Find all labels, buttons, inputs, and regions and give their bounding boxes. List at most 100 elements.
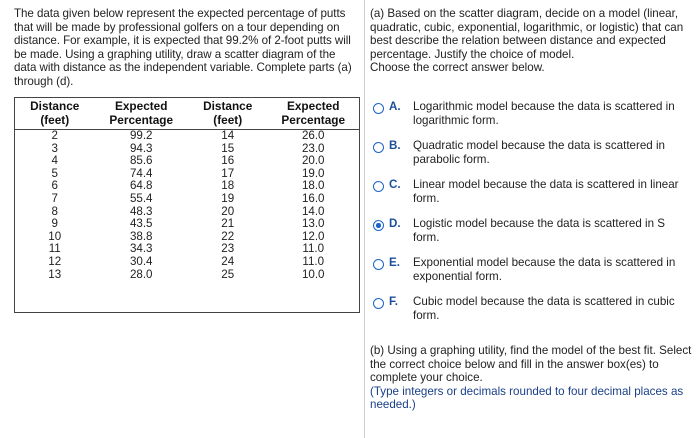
cell-expected-1: 85.6	[129, 154, 153, 168]
part-a-question-text: (a) Based on the scatter diagram, decide…	[370, 7, 684, 61]
right-panel: (a) Based on the scatter diagram, decide…	[370, 0, 696, 438]
cell-expected-1: 48.3	[129, 204, 153, 218]
cell-expected-1: 28.0	[129, 267, 153, 281]
cell-distance-1: 11	[48, 242, 61, 256]
left-panel: The data given below represent the expec…	[14, 7, 360, 313]
cell-distance-2: 18	[221, 179, 235, 193]
header-expected-1: Expected Percentage	[109, 99, 174, 127]
cell-distance-1: 5	[51, 166, 58, 180]
table-row: 7 55.4 19 16.0	[15, 191, 359, 206]
cell-distance-1: 9	[51, 217, 58, 231]
part-b-question-text: (b) Using a graphing utility, find the m…	[370, 344, 692, 385]
table-row: 2 99.2 14 26.0	[15, 129, 359, 143]
part-b-note: (Type integers or decimals rounded to fo…	[370, 384, 684, 412]
cell-expected-2: 14.0	[301, 204, 325, 218]
cell-distance-1: 6	[51, 179, 58, 193]
cell-expected-1: 99.2	[129, 129, 153, 142]
option-letter: E.	[389, 256, 400, 269]
table-row: 9 43.5 21 13.0	[15, 218, 359, 231]
data-table: Distance (feet) Expected Percentage Dist…	[15, 98, 359, 281]
data-table-container: Distance (feet) Expected Percentage Dist…	[14, 97, 360, 313]
cell-expected-2: 10.0	[301, 267, 325, 281]
option-a[interactable]: A. Logarithmic model because the data is …	[370, 98, 696, 137]
table-row: 12 30.4 24 11.0	[15, 254, 359, 269]
table-row: 3 94.3 15 23.0	[15, 141, 359, 156]
option-text: Linear model because the data is scatter…	[413, 178, 679, 205]
option-letter: C.	[389, 178, 401, 191]
cell-expected-1: 43.5	[129, 217, 153, 231]
option-text: Cubic model because the data is scattere…	[413, 295, 675, 322]
table-row: 10 38.8 22 12.0	[15, 229, 359, 244]
problem-intro: The data given below represent the expec…	[14, 7, 352, 88]
option-letter: F.	[389, 295, 399, 308]
table-row: 5 74.4 17 19.0	[15, 166, 359, 181]
option-b[interactable]: B. Quadratic model because the data is sc…	[370, 137, 696, 176]
answer-options: A. Logarithmic model because the data is …	[370, 98, 696, 332]
table-row: 8 48.3 20 14.0	[15, 204, 359, 219]
cell-distance-2: 25	[221, 267, 235, 281]
cell-expected-2: 11.0	[302, 242, 325, 256]
cell-distance-1: 3	[51, 141, 58, 155]
table-body: 2 99.2 14 26.0 3 94.3 15 23.0 4 85.6 16 20.0 5 74.4 17…	[15, 129, 359, 282]
cell-expected-2: 19.0	[301, 166, 325, 180]
table-row: 11 34.3 23 11.0	[15, 243, 359, 256]
table-header-row: Distance (feet) Expected Percentage Dist…	[15, 98, 359, 130]
part-a-instruction: Choose the correct answer below.	[370, 61, 545, 75]
cell-distance-2: 23	[221, 242, 235, 256]
cell-expected-2: 11.0	[302, 254, 325, 268]
header-distance-1: Distance (feet)	[30, 99, 80, 127]
option-c-radio[interactable]	[373, 181, 384, 192]
cell-expected-2: 13.0	[301, 217, 325, 231]
option-text: Logistic model because the data is scatt…	[413, 217, 665, 244]
cell-distance-2: 15	[221, 141, 235, 155]
option-c[interactable]: C. Linear model because the data is scatt…	[370, 176, 696, 215]
option-text: Exponential model because the data is sc…	[413, 256, 676, 283]
header-distance-2: Distance (feet)	[203, 99, 253, 127]
cell-distance-2: 22	[221, 229, 235, 243]
cell-expected-2: 20.0	[301, 154, 325, 168]
cell-expected-1: 30.4	[129, 254, 153, 268]
option-b-radio[interactable]	[373, 142, 384, 153]
option-d[interactable]: D. Logistic model because the data is sca…	[370, 215, 696, 254]
part-a-question: (a) Based on the scatter diagram, decide…	[370, 7, 692, 75]
option-a-radio[interactable]	[373, 103, 384, 114]
cell-distance-2: 16	[221, 154, 235, 168]
cell-expected-2: 23.0	[301, 141, 325, 155]
option-text: Quadratic model because the data is scat…	[413, 139, 665, 166]
table-row: 4 85.6 16 20.0	[15, 155, 359, 168]
cell-expected-1: 55.4	[129, 191, 153, 205]
cell-expected-1: 34.3	[129, 242, 153, 256]
cell-expected-1: 94.3	[129, 141, 153, 155]
panel-divider	[364, 0, 365, 438]
cell-expected-2: 18.0	[301, 179, 325, 193]
cell-distance-2: 14	[221, 129, 235, 142]
table-row: 6 64.8 18 18.0	[15, 180, 359, 193]
cell-distance-1: 13	[48, 267, 62, 281]
cell-expected-1: 64.8	[129, 179, 153, 193]
option-f-radio[interactable]	[373, 298, 384, 309]
cell-distance-1: 10	[48, 229, 62, 243]
cell-distance-1: 4	[51, 154, 58, 168]
table-row: 13 28.0 25 10.0	[15, 267, 359, 282]
part-b-question: (b) Using a graphing utility, find the m…	[370, 344, 694, 412]
cell-distance-2: 17	[221, 166, 235, 180]
cell-expected-1: 74.4	[129, 166, 153, 180]
cell-distance-2: 20	[221, 204, 235, 218]
option-e-radio[interactable]	[373, 259, 384, 270]
cell-expected-1: 38.8	[129, 229, 153, 243]
cell-distance-2: 21	[221, 217, 235, 231]
option-f[interactable]: F. Cubic model because the data is scatte…	[370, 293, 696, 332]
header-expected-2: Expected Percentage	[281, 99, 346, 127]
cell-distance-1: 12	[48, 254, 62, 268]
option-text: Logarithmic model because the data is sc…	[413, 100, 675, 127]
option-letter: A.	[389, 100, 401, 113]
cell-expected-2: 12.0	[301, 229, 325, 243]
option-d-radio[interactable]	[373, 220, 384, 231]
cell-expected-2: 26.0	[301, 129, 325, 142]
option-letter: D.	[389, 217, 401, 230]
cell-distance-2: 24	[221, 254, 235, 268]
cell-distance-2: 19	[221, 191, 235, 205]
option-letter: B.	[389, 139, 401, 152]
option-e[interactable]: E. Exponential model because the data is …	[370, 254, 696, 293]
cell-distance-1: 8	[51, 204, 58, 218]
